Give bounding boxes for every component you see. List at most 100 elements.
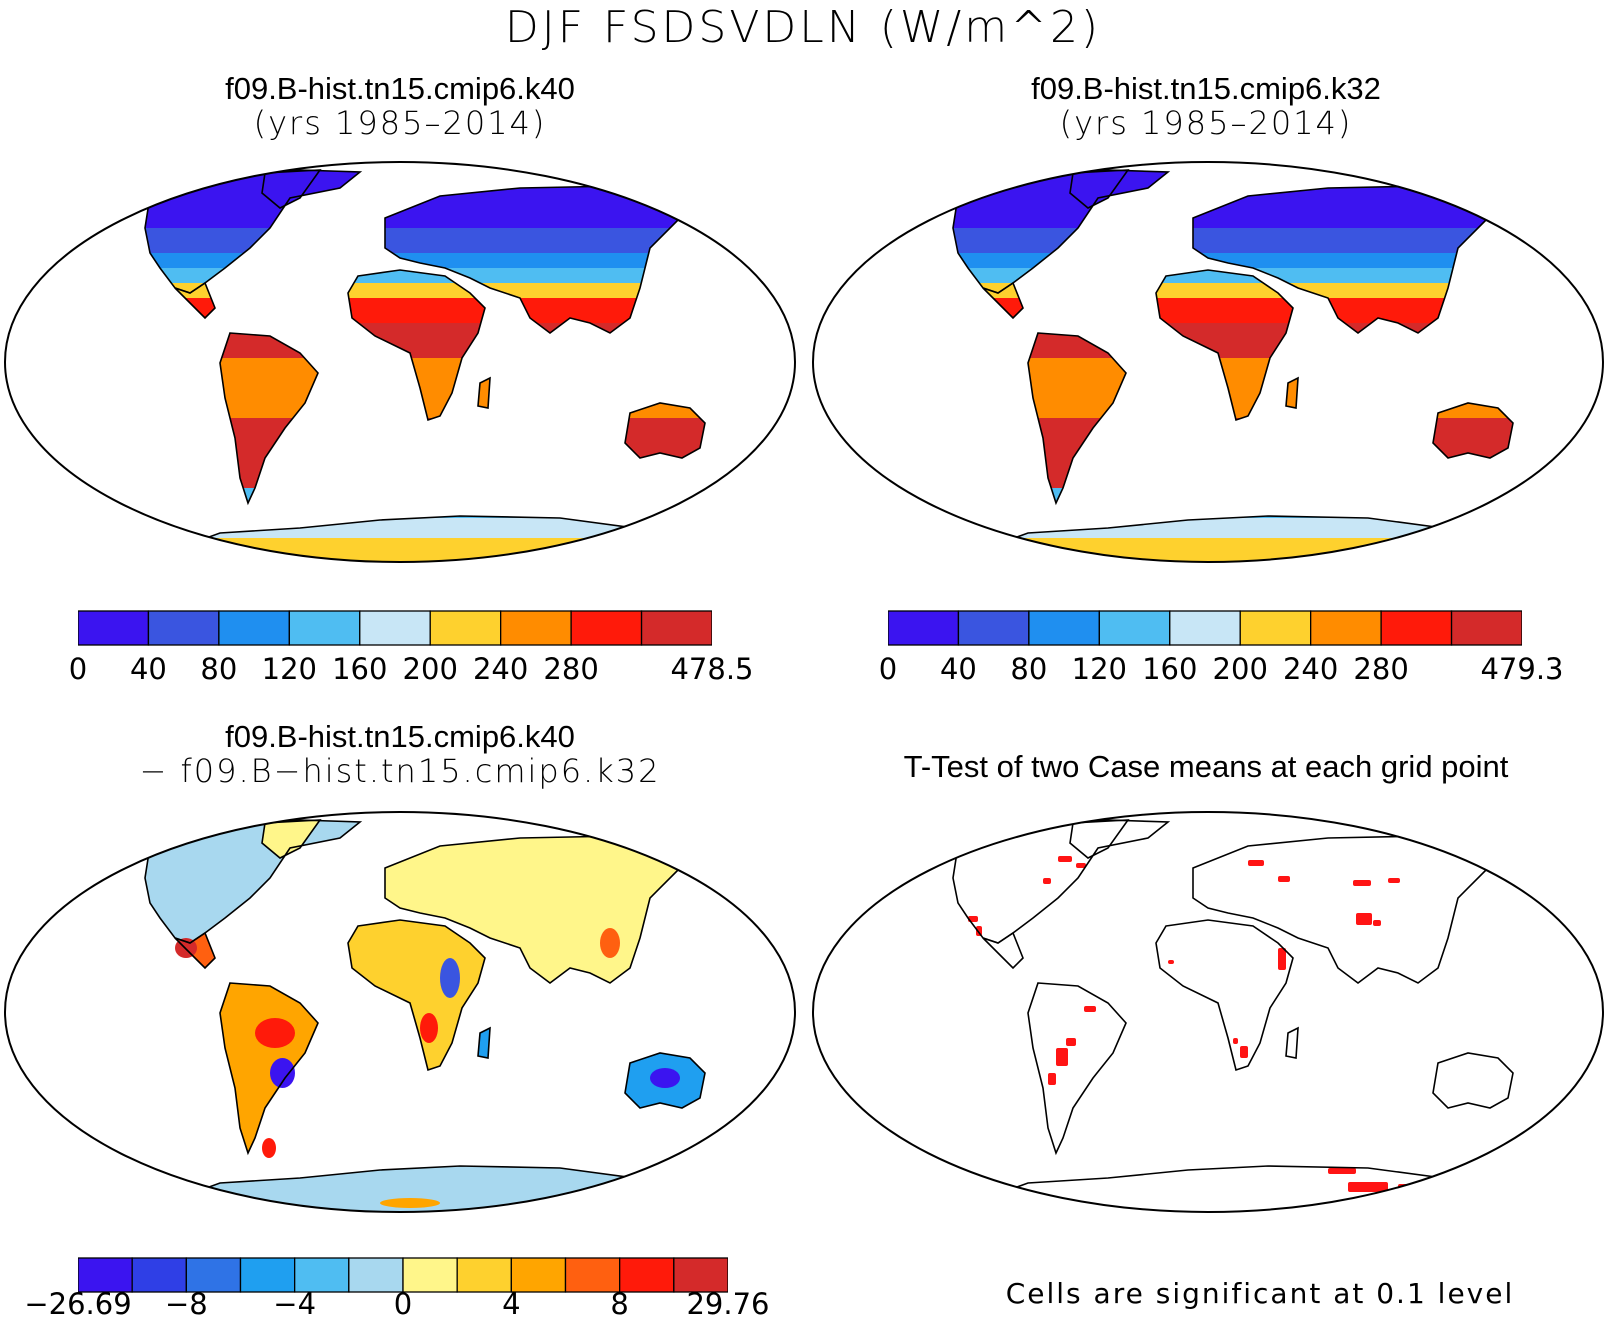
map-border bbox=[812, 161, 1604, 563]
coastline-greenland bbox=[261, 819, 322, 859]
colorbar-tick-label: 29.76 bbox=[686, 1287, 770, 1321]
coastline-greenland bbox=[1069, 169, 1130, 209]
shading-band bbox=[145, 298, 705, 323]
map-case1 bbox=[4, 161, 796, 563]
significant-cell bbox=[1388, 878, 1400, 883]
panel-title-ttest: T-Test of two Case means at each grid po… bbox=[806, 749, 1606, 784]
colorbar-tick-label: 80 bbox=[1010, 652, 1048, 686]
coastline-northAmerica bbox=[952, 169, 1171, 294]
significant-cell bbox=[1056, 1048, 1068, 1066]
shading-band bbox=[145, 418, 705, 488]
significant-cell bbox=[1168, 960, 1174, 964]
colorbar-tick-label: −8 bbox=[164, 1287, 208, 1321]
colorbar-tick-label: 240 bbox=[1282, 652, 1339, 686]
coastline-northAmerica bbox=[144, 819, 363, 944]
coastline-madagascar bbox=[477, 1026, 491, 1059]
colorbar-tick-label: 40 bbox=[129, 652, 167, 686]
coastline-centralAmerica bbox=[982, 931, 1024, 970]
coastline-southAmerica bbox=[1027, 982, 1127, 1156]
panel-title-diff: f09.B-hist.tn15.cmip6.k40 − f09.B−hist.t… bbox=[0, 719, 800, 791]
colorbar-box bbox=[1310, 610, 1382, 646]
significant-cell bbox=[948, 1173, 966, 1181]
anomaly-blob bbox=[440, 958, 460, 998]
map-case2 bbox=[812, 161, 1604, 563]
colorbar-box bbox=[218, 610, 290, 646]
colorbar-tick-label: 0 bbox=[878, 652, 898, 686]
colorbar-box bbox=[564, 1257, 621, 1293]
colorbar-box bbox=[185, 1257, 242, 1293]
colorbar-box bbox=[888, 610, 960, 646]
land-madagascar bbox=[478, 1028, 490, 1058]
land-antarctica bbox=[165, 1166, 700, 1212]
anomaly-blob bbox=[420, 1013, 438, 1043]
coastline-australia bbox=[624, 1052, 706, 1109]
panel-case1-name: f09.B-hist.tn15.cmip6.k40 bbox=[225, 71, 575, 106]
shading-band bbox=[145, 283, 705, 298]
land-shading bbox=[145, 170, 705, 562]
coastline-northAmerica bbox=[952, 819, 1171, 944]
coastline-antarctica bbox=[971, 1165, 1511, 1212]
colorbar-tick-label: 120 bbox=[261, 652, 318, 686]
colorbar-box bbox=[78, 1257, 133, 1293]
map-border bbox=[4, 161, 796, 563]
anomaly-blob bbox=[270, 1058, 295, 1088]
significant-cell bbox=[1433, 823, 1455, 829]
significant-cell bbox=[1043, 878, 1051, 884]
colorbar-box bbox=[570, 610, 643, 646]
colorbar-box bbox=[500, 610, 572, 646]
significant-cell bbox=[1240, 1046, 1248, 1058]
panel-diff-case1: f09.B-hist.tn15.cmip6.k40 bbox=[225, 719, 575, 754]
coastline-greenland bbox=[261, 169, 322, 209]
colorbar-box bbox=[78, 610, 150, 646]
colorbar-tick-label: −4 bbox=[273, 1287, 317, 1321]
colorbar-tick-label: 0 bbox=[68, 652, 88, 686]
coastline-centralAmerica bbox=[174, 931, 216, 970]
panel-case1-years: (yrs 1985–2014) bbox=[253, 104, 547, 143]
colorbar-tick-label: 160 bbox=[332, 652, 388, 686]
coastline-australia bbox=[1432, 1052, 1514, 1109]
land-africa bbox=[348, 920, 485, 1070]
significant-cell bbox=[1348, 1182, 1388, 1192]
significant-cell bbox=[1353, 880, 1371, 886]
colorbar-box bbox=[1028, 610, 1100, 646]
colorbar-tick-label: 4 bbox=[502, 1287, 521, 1321]
colorbar-box bbox=[147, 610, 220, 646]
colorbar-tick-label: 0 bbox=[393, 1287, 413, 1321]
colorbar-box bbox=[1239, 610, 1312, 646]
panel-title-case1: f09.B-hist.tn15.cmip6.k40 (yrs 1985–2014… bbox=[0, 71, 800, 143]
colorbar-box bbox=[1098, 610, 1171, 646]
shading-band bbox=[953, 418, 1513, 488]
coastline-africa bbox=[347, 269, 486, 422]
colorbar-box bbox=[456, 1257, 512, 1293]
figure-title: DJF FSDSVDLN (W/m^2) bbox=[504, 2, 1102, 53]
shading-band bbox=[953, 358, 1513, 418]
shading-band bbox=[145, 253, 705, 268]
coastline-australia bbox=[624, 402, 706, 459]
shading-band bbox=[145, 228, 705, 253]
map-content bbox=[144, 169, 706, 562]
colorbar-tick-label: 479.3 bbox=[1480, 652, 1564, 686]
shading-band bbox=[145, 518, 705, 538]
shading-band bbox=[953, 228, 1513, 253]
map-ttest bbox=[812, 811, 1604, 1213]
shading-band bbox=[953, 283, 1513, 298]
colorbar-box bbox=[348, 1257, 404, 1293]
colorbar-case2-labels: 0 40 80 120 160 200 240 280 479.3 bbox=[879, 652, 1564, 688]
colorbar-box bbox=[294, 1257, 350, 1293]
colorbar-box bbox=[1380, 610, 1453, 646]
colorbar-diff bbox=[78, 1257, 728, 1293]
panel-diff-case2: − f09.B−hist.tn15.cmip6.k32 bbox=[139, 752, 661, 791]
colorbar-tick-label: 280 bbox=[543, 652, 599, 686]
significant-cell bbox=[1373, 920, 1381, 926]
significant-cell bbox=[1278, 948, 1286, 970]
panel-case2-name: f09.B-hist.tn15.cmip6.k32 bbox=[1031, 71, 1381, 106]
significant-cell bbox=[1328, 1168, 1356, 1174]
colorbar-box bbox=[131, 1257, 187, 1293]
colorbar-tick-label: 120 bbox=[1071, 652, 1128, 686]
panel-ttest-title: T-Test of two Case means at each grid po… bbox=[903, 749, 1509, 784]
shading-band bbox=[953, 253, 1513, 268]
shading-band bbox=[953, 170, 1513, 228]
colorbar-tick-label: 200 bbox=[402, 652, 458, 686]
coastline-centralAmerica bbox=[982, 281, 1024, 320]
significant-cell bbox=[1356, 913, 1372, 925]
